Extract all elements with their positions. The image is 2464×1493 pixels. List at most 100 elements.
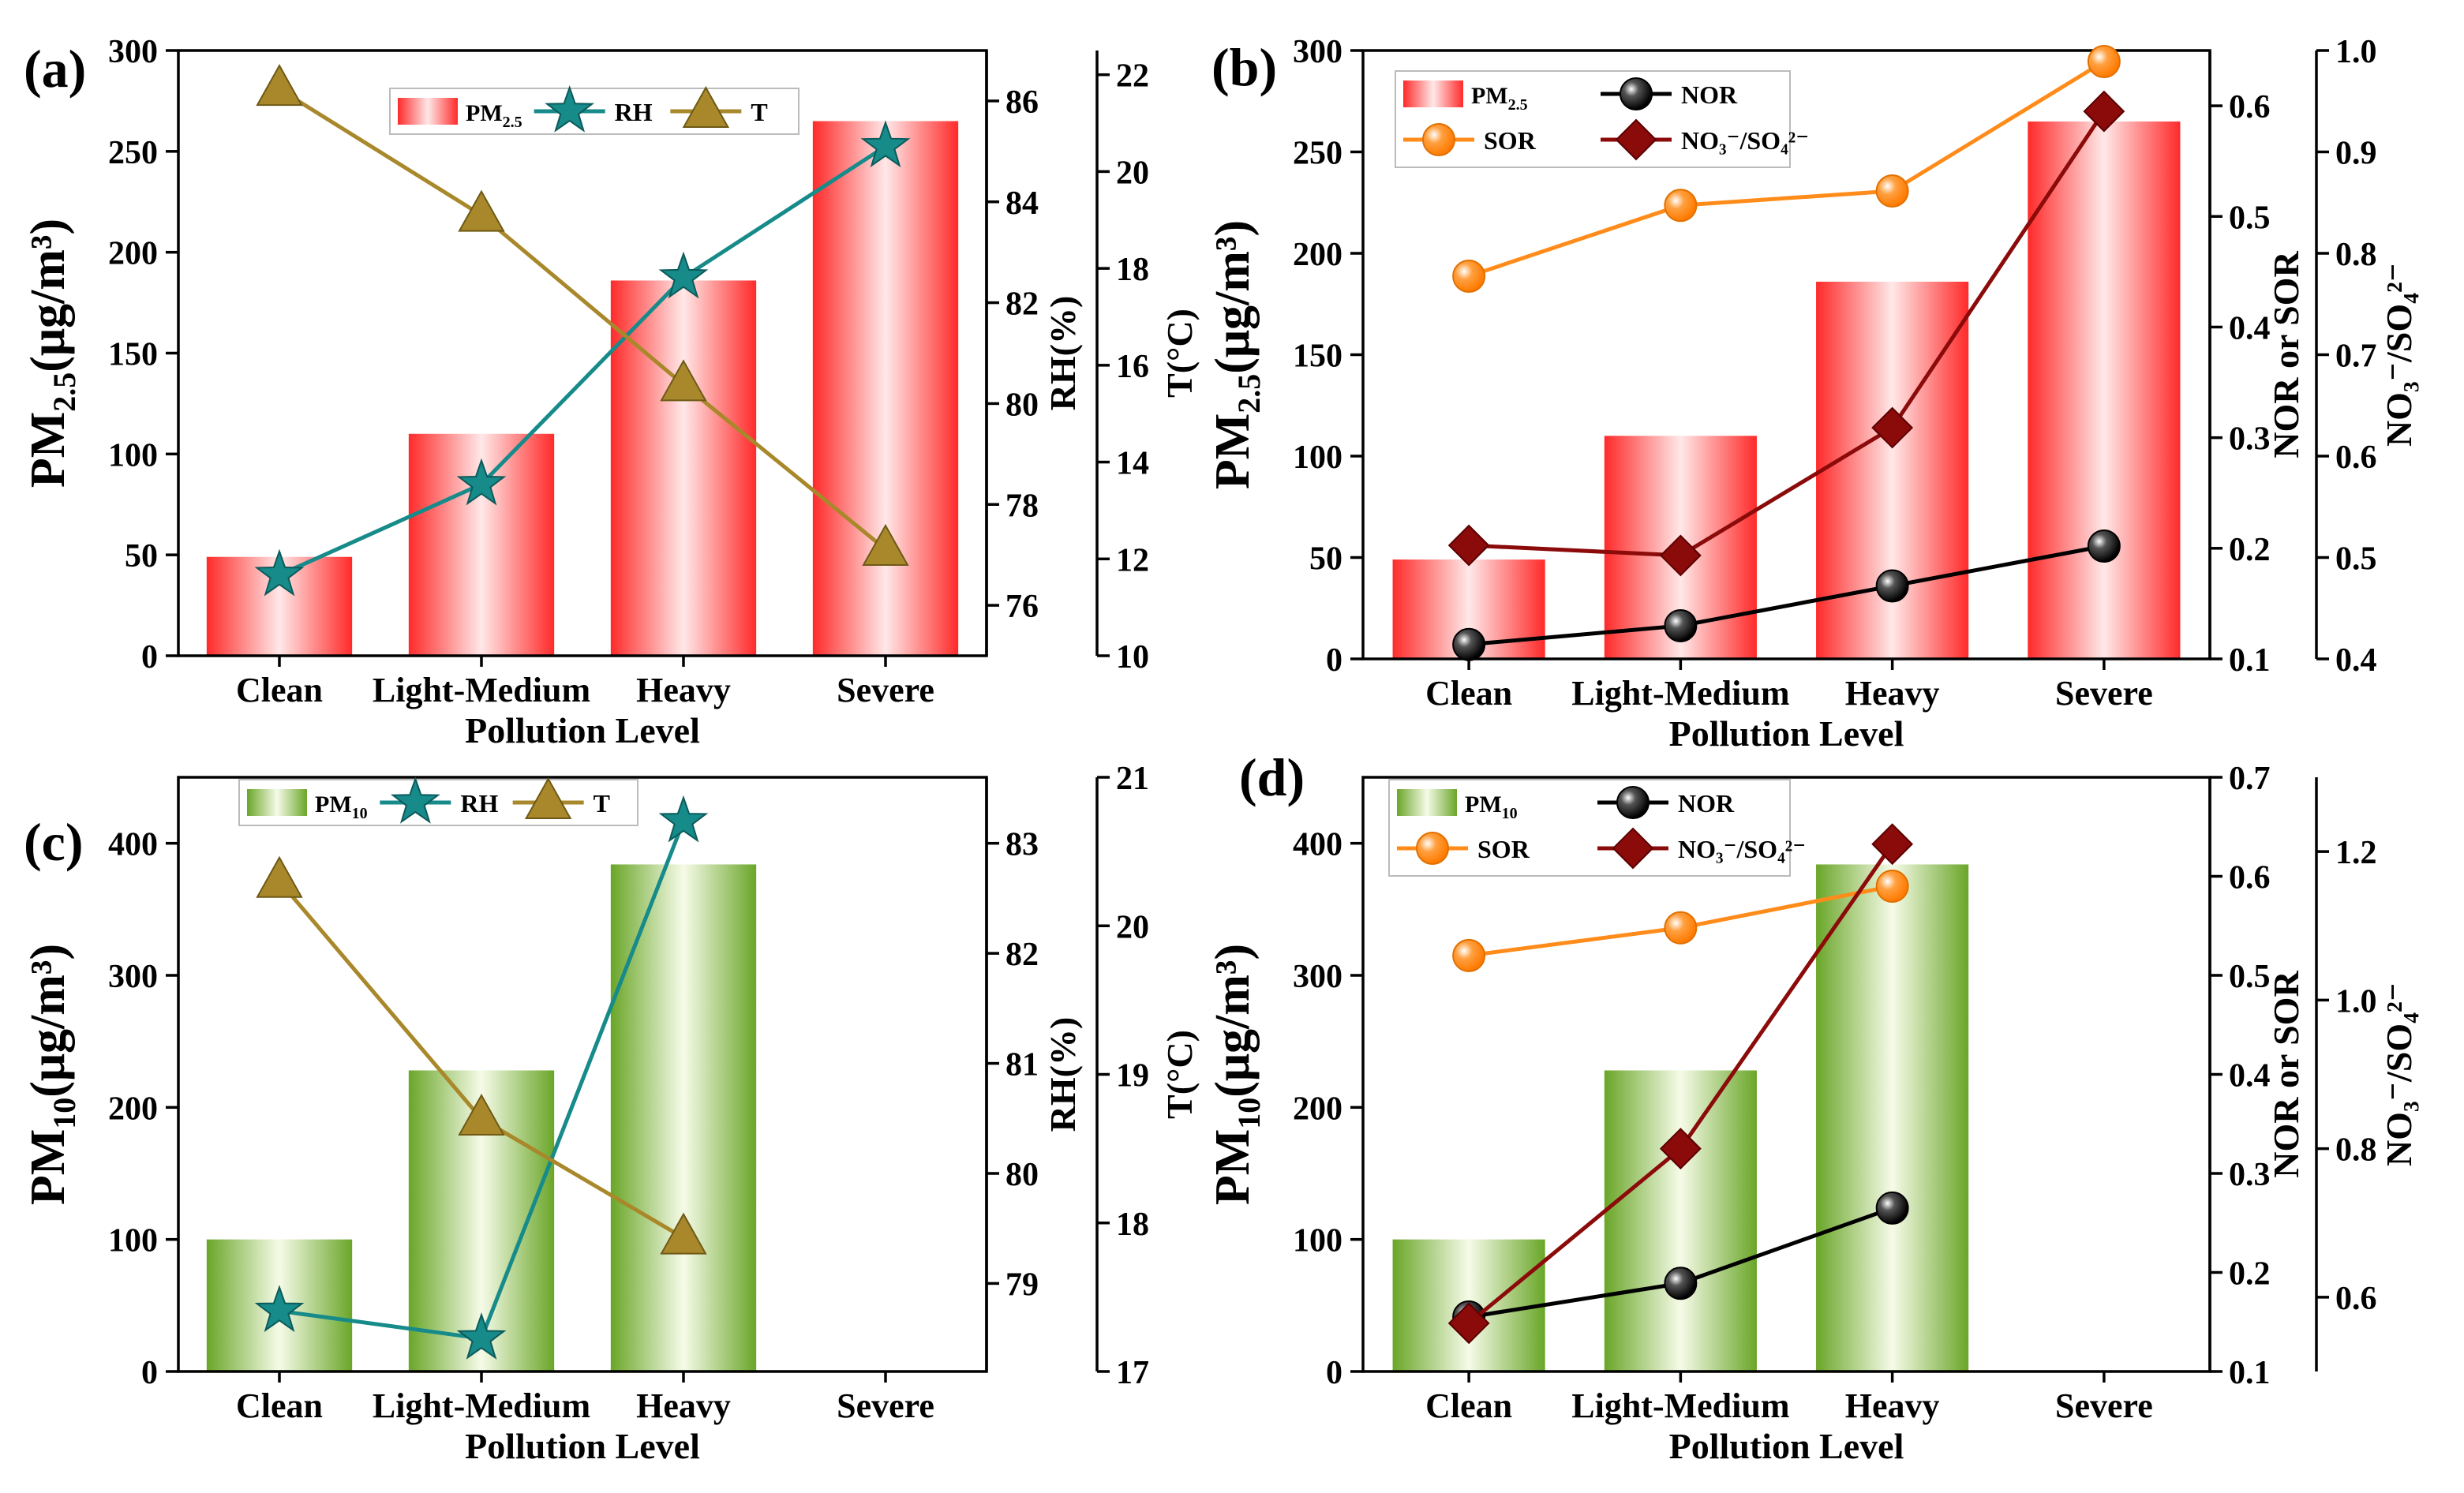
left-tick-label: 200: [108, 1091, 158, 1127]
left-tick-label: 300: [108, 959, 158, 995]
right-tick-label: 0.4: [2229, 310, 2271, 346]
point-rh: [456, 458, 507, 506]
point-nor: [1875, 1191, 1909, 1225]
right-axis-label: RH(%): [1043, 1017, 1083, 1132]
point-sor: [1875, 870, 1909, 904]
x-tick-label: Heavy: [636, 671, 731, 709]
point-nor: [1875, 569, 1909, 603]
point-sor: [1875, 174, 1909, 208]
right-tick-label: 0.6: [2335, 1281, 2377, 1317]
series-line-rh: [278, 144, 887, 578]
right-tick-label: 21: [1116, 761, 1149, 797]
right-tick-label: 79: [1005, 1267, 1039, 1303]
point-rh: [860, 120, 911, 168]
legend-label: NOR: [1678, 789, 1735, 818]
legend-bar-swatch: [1403, 80, 1463, 107]
point-sor: [1664, 189, 1698, 223]
right-axis-label: NOR or SOR: [2266, 971, 2306, 1178]
point-t: [660, 1212, 707, 1255]
point-sor: [1452, 938, 1486, 972]
left-tick-label: 0: [141, 639, 158, 675]
bar-heavy: [610, 280, 757, 656]
right-tick-label: 18: [1116, 252, 1149, 288]
legend-marker: [1615, 118, 1657, 161]
right-tick-label: 0.1: [2229, 642, 2271, 679]
legend: PM10 RH T: [238, 776, 638, 826]
point-t: [458, 189, 505, 232]
left-axis-label: PM10(μg/m³): [21, 944, 82, 1205]
legend-marker: [524, 776, 572, 819]
point-nor: [1664, 1267, 1698, 1300]
x-axis-label: Pollution Level: [465, 710, 700, 750]
right-axis-label: T(°C): [1159, 1030, 1200, 1119]
panel-label: (a): [24, 39, 86, 99]
x-tick-label: Clean: [1425, 674, 1512, 713]
left-tick-label: 150: [1293, 339, 1342, 375]
x-tick-label: Light-Medium: [1571, 674, 1789, 713]
left-axis-label: PM2.5(μg/m³): [21, 219, 82, 488]
point-noso: [1871, 823, 1914, 866]
point-rh: [658, 251, 709, 299]
right-tick-label: 0.8: [2335, 1132, 2377, 1169]
bar-light-medium: [1604, 1070, 1757, 1371]
right-tick-label: 0.5: [2229, 200, 2271, 236]
legend-marker: [682, 85, 730, 128]
legend-label: NO₃⁻/SO₄²⁻: [1681, 126, 1809, 155]
right-tick-label: 1.0: [2335, 983, 2377, 1020]
left-tick-label: 100: [1293, 440, 1342, 476]
point-rh: [254, 1285, 305, 1333]
right-tick-label: 20: [1116, 909, 1149, 945]
right-tick-label: 0.3: [2229, 421, 2271, 458]
right-tick-label: 22: [1116, 58, 1149, 95]
right-tick-label: 17: [1116, 1355, 1149, 1391]
point-nor: [1664, 608, 1698, 642]
left-tick-label: 150: [108, 337, 158, 373]
point-t: [458, 1093, 505, 1136]
left-tick-label: 200: [1293, 237, 1342, 273]
left-tick-label: 0: [1326, 1355, 1342, 1391]
legend-label: SOR: [1477, 835, 1530, 863]
bar-heavy: [610, 864, 757, 1371]
legend: PM2.5 NOR SOR NO₃⁻/SO₄²⁻: [1395, 70, 1809, 168]
right-axis-label: NO₃⁻/SO₄²⁻: [2379, 263, 2419, 447]
point-sor: [1452, 259, 1486, 293]
right-tick-label: 0.2: [2229, 532, 2271, 568]
x-tick-label: Heavy: [636, 1386, 731, 1425]
x-tick-label: Clean: [236, 1386, 323, 1425]
right-tick-label: 83: [1005, 827, 1039, 863]
point-noso: [1871, 406, 1914, 449]
point-t: [256, 64, 303, 107]
x-tick-label: Light-Medium: [373, 671, 590, 709]
right-tick-label: 1.2: [2335, 835, 2377, 871]
right-tick-label: 0.4: [2335, 642, 2377, 679]
point-nor: [1452, 627, 1486, 661]
left-tick-label: 100: [108, 437, 158, 473]
series-line-noso: [1469, 110, 2106, 558]
right-tick-label: 80: [1005, 387, 1039, 423]
panel-label: (d): [1239, 747, 1305, 807]
left-tick-label: 300: [1293, 959, 1342, 995]
right-axis-label: RH(%): [1043, 296, 1083, 411]
x-axis-label: Pollution Level: [1669, 713, 1904, 754]
right-tick-label: 78: [1005, 488, 1039, 524]
point-nor: [2087, 529, 2121, 563]
legend-marker: [1612, 827, 1654, 870]
x-tick-label: Clean: [1425, 1386, 1512, 1425]
series-line-nor: [1468, 544, 2105, 647]
point-sor: [2087, 45, 2121, 79]
legend-label: NOR: [1681, 80, 1738, 109]
series-line-sor: [1468, 59, 2106, 279]
x-tick-label: Heavy: [1845, 674, 1940, 713]
x-axis-label: Pollution Level: [1669, 1426, 1904, 1466]
right-tick-label: 0.7: [2335, 339, 2377, 375]
legend-marker: [1422, 123, 1455, 156]
point-noso: [1659, 1128, 1702, 1170]
left-tick-label: 300: [1293, 34, 1342, 70]
right-tick-label: 0.4: [2229, 1058, 2271, 1094]
right-tick-label: 0.9: [2335, 136, 2377, 172]
chart-panel-4: 0 100 200 300 400 PM10(μg/m³) Clean Light-Mediu…: [1206, 747, 2419, 1466]
chart-panel-2: 0 50 100 150 200 250 300 PM2.5(μg/m³) Clean Light…: [1206, 34, 2419, 754]
right-tick-label: 82: [1005, 286, 1039, 323]
x-axis-label: Pollution Level: [465, 1426, 700, 1466]
point-noso: [1447, 1302, 1490, 1345]
